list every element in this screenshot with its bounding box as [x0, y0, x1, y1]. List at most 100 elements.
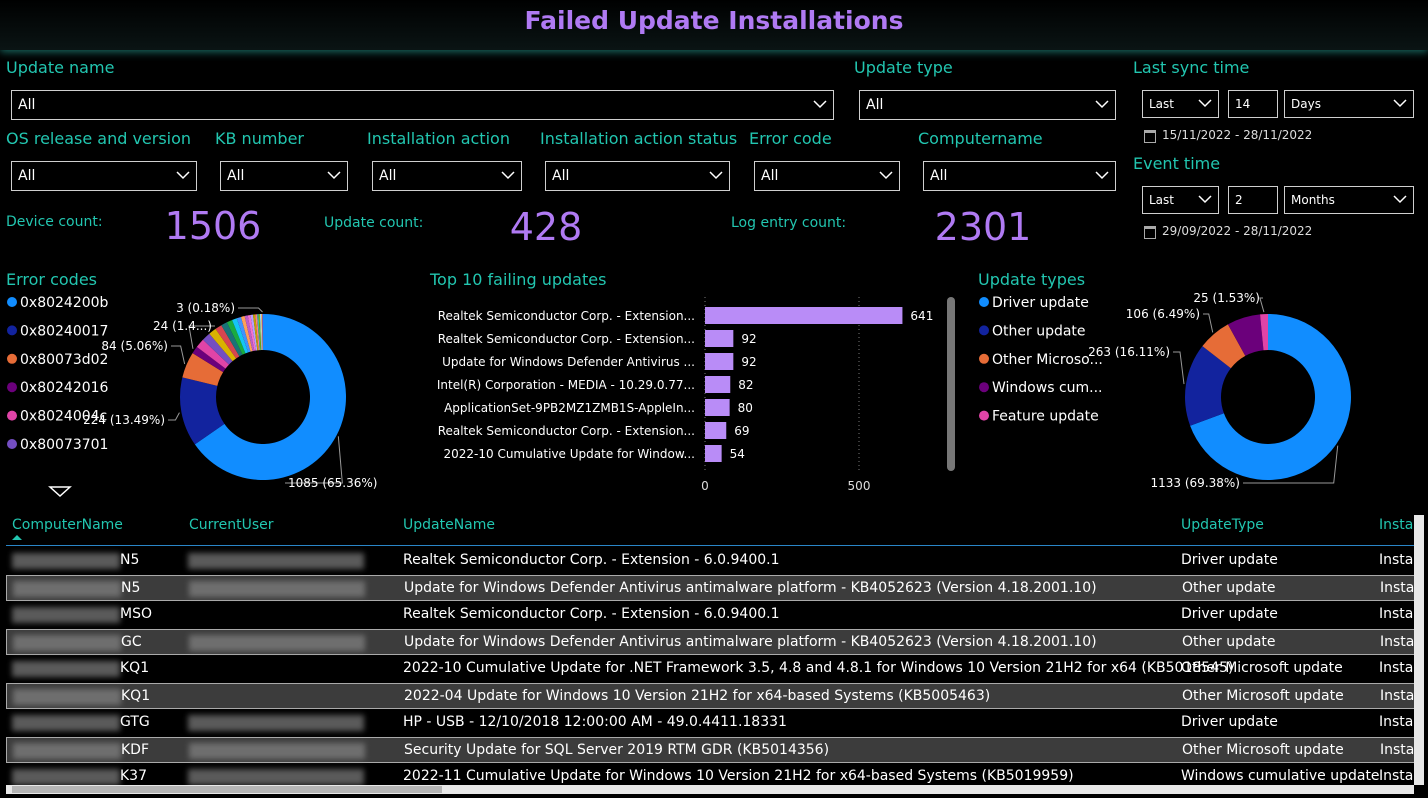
calendar-icon	[1144, 226, 1156, 239]
column-header[interactable]: ComputerName	[12, 517, 123, 533]
bar	[705, 445, 722, 462]
table-cell: Instal	[1380, 688, 1419, 704]
table-row: K37 2022-11 Cumulative Update for Windows…	[6, 764, 1417, 790]
donut-slice	[262, 314, 263, 351]
dropdown[interactable]: All	[11, 90, 834, 120]
leader-line	[1243, 445, 1339, 484]
dropdown[interactable]: All	[545, 161, 730, 191]
data-label: 1133 (69.38%)	[1151, 476, 1240, 490]
table-cell: GC	[121, 634, 142, 650]
donut-slice	[215, 325, 240, 359]
donut-slice	[1202, 324, 1246, 369]
filter-label: OS release and version	[6, 129, 192, 148]
dropdown[interactable]: All	[11, 161, 197, 191]
table-cell: GTG	[120, 714, 150, 730]
v-scrollbar	[1414, 515, 1424, 785]
x-tick-label: 500	[848, 479, 871, 493]
donut-slice	[244, 315, 255, 352]
chevron	[176, 171, 190, 180]
donut-slice	[1260, 314, 1268, 351]
dropdown[interactable]: All	[220, 161, 348, 191]
legend-dot	[7, 325, 17, 336]
date-input[interactable]: Days	[1284, 90, 1414, 118]
dropdown[interactable]: All	[754, 161, 900, 191]
chevron	[501, 171, 515, 180]
calendar-icon	[1144, 130, 1156, 143]
dropdown[interactable]: All	[923, 161, 1116, 191]
redacted	[189, 581, 365, 597]
y-tick-label: ApplicationSet-9PB2MZ1ZMB1S-AppleIn...	[444, 401, 695, 415]
donut-slice	[257, 314, 261, 351]
date-input[interactable]: 14	[1228, 90, 1278, 118]
column-header[interactable]: UpdateName	[403, 517, 496, 533]
chevron	[1198, 195, 1212, 204]
card-label: Log entry count:	[731, 215, 847, 231]
redacted	[188, 553, 364, 569]
donut-slice	[1185, 346, 1231, 426]
filter-label: Computername	[918, 129, 1043, 148]
card-value: 2301	[934, 205, 1032, 249]
table-cell: N5	[121, 580, 141, 596]
donut-slice	[250, 314, 258, 351]
legend-label: 0x80073d02	[20, 352, 108, 368]
date-input[interactable]: Last	[1142, 90, 1219, 118]
table-cell: HP - USB - 12/10/2018 12:00:00 AM - 49.0…	[403, 714, 787, 730]
column-header[interactable]: CurrentUser	[189, 517, 274, 533]
donut-slice	[179, 377, 225, 445]
table-cell: Update for Windows Defender Antivirus an…	[404, 634, 1097, 650]
card-value: 1506	[164, 204, 262, 248]
data-label: 92	[741, 332, 756, 346]
donut-slice	[221, 322, 243, 357]
donut-slice	[258, 314, 262, 351]
column-header[interactable]: Instal	[1379, 517, 1418, 533]
table-cell: 2022-11 Cumulative Update for Windows 10…	[403, 768, 1074, 784]
redacted	[188, 715, 364, 731]
chart-title: Top 10 failing updates	[429, 270, 606, 289]
table-cell: Other Microsoft update	[1182, 742, 1344, 758]
y-tick-label: Update for Windows Defender Antivirus ..…	[442, 355, 695, 369]
dropdown[interactable]: All	[372, 161, 522, 191]
date-input[interactable]: Months	[1284, 186, 1414, 214]
table-row: GTG HP - USB - 12/10/2018 12:00:00 AM - 4…	[6, 710, 1418, 736]
legend-label: 0x80242016	[20, 380, 109, 396]
data-label: 92	[741, 355, 756, 369]
table-cell: Update for Windows Defender Antivirus an…	[404, 580, 1097, 596]
date-input[interactable]: 2	[1228, 186, 1278, 214]
y-tick-label: Intel(R) Corporation - MEDIA - 10.29.0.7…	[437, 378, 695, 392]
table-row: N5 Realtek Semiconductor Corp. - Extensio…	[6, 548, 1417, 574]
dropdown[interactable]: All	[859, 90, 1116, 120]
legend-dot	[979, 325, 989, 336]
filter-label: Update name	[6, 58, 115, 77]
legend-label: 0x8024200b	[20, 295, 109, 311]
table-cell: KQ1	[121, 688, 151, 704]
table-row: MSO Realtek Semiconductor Corp. - Extensi…	[6, 602, 1418, 628]
redacted	[189, 743, 365, 759]
table-cell: Instal	[1379, 606, 1418, 622]
date-input[interactable]: Last	[1142, 186, 1219, 214]
data-label: 3 (0.18%)	[176, 301, 235, 315]
legend-label: Driver update	[992, 295, 1089, 311]
leader-line	[188, 325, 215, 349]
leader-line	[171, 345, 186, 365]
data-label: 82	[738, 378, 753, 392]
date-range: 15/11/2022 - 28/11/2022	[1162, 128, 1313, 142]
column-header[interactable]: UpdateType	[1181, 517, 1264, 533]
card-label: Update count:	[324, 215, 424, 231]
card-label: Device count:	[6, 214, 103, 230]
card-value: 428	[509, 205, 583, 249]
chart-title: Error codes	[6, 270, 97, 289]
table-cell: Instal	[1379, 714, 1418, 730]
donut-slice	[261, 314, 263, 351]
table-cell: KDF	[121, 742, 150, 758]
redacted	[12, 661, 120, 677]
redacted	[13, 689, 121, 705]
legend-label: Feature update	[992, 409, 1099, 425]
redacted	[12, 553, 120, 569]
redacted	[13, 581, 121, 597]
redacted	[188, 769, 364, 785]
data-label: 54	[730, 447, 745, 461]
bar	[705, 376, 731, 393]
table-cell: Driver update	[1181, 606, 1278, 622]
date-filter-label: Last sync time	[1133, 58, 1250, 77]
